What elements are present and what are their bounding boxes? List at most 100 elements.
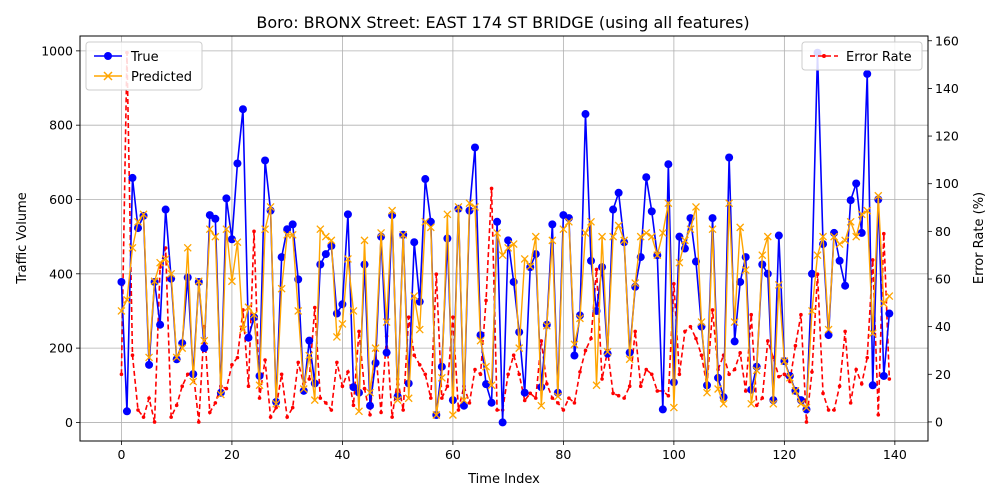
error-rate-point xyxy=(136,408,140,412)
y-tick-label: 1000 xyxy=(41,43,73,58)
error-rate-point xyxy=(313,306,317,310)
error-rate-point xyxy=(236,356,240,360)
error-rate-point xyxy=(523,399,527,403)
true-point xyxy=(587,257,595,265)
error-rate-point xyxy=(600,377,604,381)
error-rate-point xyxy=(495,408,499,412)
true-point xyxy=(145,361,153,369)
error-rate-point xyxy=(562,408,566,412)
true-point xyxy=(261,156,269,164)
error-rate-point xyxy=(573,401,577,405)
true-point xyxy=(841,282,849,290)
error-rate-point xyxy=(882,232,886,236)
error-rate-point xyxy=(274,406,278,410)
error-rate-point xyxy=(418,363,422,367)
x-tick-label: 0 xyxy=(117,447,125,462)
error-rate-point xyxy=(755,403,759,407)
x-tick-label: 120 xyxy=(772,447,796,462)
error-rate-point xyxy=(871,258,875,262)
error-rate-point xyxy=(854,368,858,372)
error-rate-point xyxy=(733,368,737,372)
error-rate-point xyxy=(783,372,787,376)
error-rate-point xyxy=(799,313,803,317)
y-tick-label: 200 xyxy=(49,341,73,356)
true-point xyxy=(493,218,501,226)
error-rate-point xyxy=(484,299,488,303)
error-rate-point xyxy=(214,401,218,405)
true-point xyxy=(482,380,490,388)
error-rate-point xyxy=(689,325,693,329)
true-point xyxy=(499,418,507,426)
x-tick-label: 20 xyxy=(224,447,240,462)
error-rate-point xyxy=(446,384,450,388)
true-point xyxy=(344,210,352,218)
error-rate-point xyxy=(175,403,179,407)
error-rate-point xyxy=(296,361,300,365)
error-rate-point xyxy=(263,358,267,362)
error-rate-point xyxy=(247,384,251,388)
true-point xyxy=(675,233,683,241)
true-point xyxy=(548,220,556,228)
y2-tick-label: 120 xyxy=(935,129,959,144)
error-rate-point xyxy=(766,339,770,343)
true-point xyxy=(598,263,606,271)
true-point xyxy=(184,274,192,282)
error-rate-point xyxy=(390,415,394,419)
error-rate-point xyxy=(346,370,350,374)
error-rate-point xyxy=(810,370,814,374)
true-point xyxy=(869,381,877,389)
error-rate-point xyxy=(617,394,621,398)
true-point xyxy=(333,310,341,318)
error-rate-point xyxy=(230,363,234,367)
error-rate-point xyxy=(777,375,781,379)
error-rate-point xyxy=(280,372,284,376)
true-point xyxy=(316,261,324,269)
error-rate-point xyxy=(180,384,184,388)
legend-error-label: Error Rate xyxy=(846,50,912,65)
error-rate-point xyxy=(622,396,626,400)
error-rate-point xyxy=(423,372,427,376)
error-rate-point xyxy=(335,361,339,365)
y2-tick-label: 20 xyxy=(935,367,951,382)
error-rate-point xyxy=(794,344,798,348)
error-rate-point xyxy=(667,394,671,398)
error-rate-point xyxy=(556,401,560,405)
error-rate-point xyxy=(330,408,334,412)
true-point xyxy=(515,328,523,336)
true-point xyxy=(383,349,391,357)
x-tick-label: 100 xyxy=(662,447,686,462)
error-rate-point xyxy=(429,396,433,400)
error-rate-point xyxy=(352,403,356,407)
error-rate-point xyxy=(589,337,593,341)
error-rate-point xyxy=(186,372,190,376)
y-tick-label: 400 xyxy=(49,266,73,281)
error-rate-point xyxy=(528,392,532,396)
error-rate-point xyxy=(517,372,521,376)
error-rate-point xyxy=(401,408,405,412)
y-tick-label: 0 xyxy=(65,415,73,430)
true-point xyxy=(123,407,131,415)
error-rate-point xyxy=(131,353,135,357)
y2-tick-label: 160 xyxy=(935,33,959,48)
error-rate-point xyxy=(628,384,632,388)
legend-right: Error Rate xyxy=(802,42,922,70)
error-rate-point xyxy=(451,315,455,319)
true-point xyxy=(570,352,578,360)
true-point xyxy=(521,389,529,397)
error-rate-point xyxy=(738,351,742,355)
error-rate-point xyxy=(633,330,637,334)
true-point xyxy=(410,238,418,246)
error-rate-point xyxy=(208,411,212,415)
chart-title: Boro: BRONX Street: EAST 174 ST BRIDGE (… xyxy=(256,13,749,32)
y-tick-label: 600 xyxy=(49,192,73,207)
error-rate-point xyxy=(639,384,643,388)
true-point xyxy=(764,270,772,278)
x-tick-label: 60 xyxy=(445,447,461,462)
error-rate-point xyxy=(849,401,853,405)
true-point xyxy=(836,257,844,265)
true-point xyxy=(852,180,860,188)
true-point xyxy=(775,232,783,240)
true-point xyxy=(305,337,313,345)
error-rate-point xyxy=(285,415,289,419)
x-tick-label: 140 xyxy=(883,447,907,462)
